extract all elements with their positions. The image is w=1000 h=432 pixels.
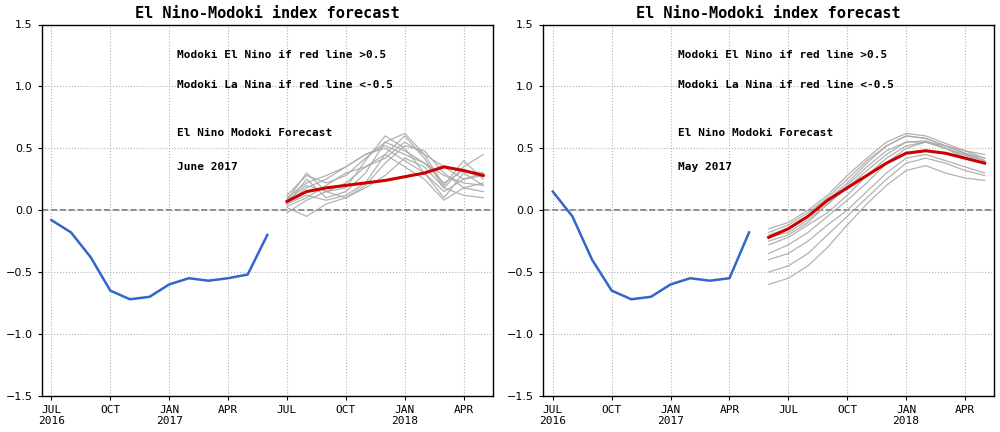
Text: El Nino Modoki Forecast: El Nino Modoki Forecast (678, 128, 834, 139)
Text: Modoki El Nino if red line >0.5: Modoki El Nino if red line >0.5 (678, 51, 888, 60)
Text: El Nino Modoki Forecast: El Nino Modoki Forecast (177, 128, 332, 139)
Text: Modoki La Nina if red line <-0.5: Modoki La Nina if red line <-0.5 (678, 80, 894, 90)
Text: May 2017: May 2017 (678, 162, 732, 172)
Title: El Nino-Modoki index forecast: El Nino-Modoki index forecast (135, 6, 400, 21)
Title: El Nino-Modoki index forecast: El Nino-Modoki index forecast (636, 6, 901, 21)
Text: Modoki La Nina if red line <-0.5: Modoki La Nina if red line <-0.5 (177, 80, 393, 90)
Text: June 2017: June 2017 (177, 162, 238, 172)
Text: Modoki El Nino if red line >0.5: Modoki El Nino if red line >0.5 (177, 51, 386, 60)
